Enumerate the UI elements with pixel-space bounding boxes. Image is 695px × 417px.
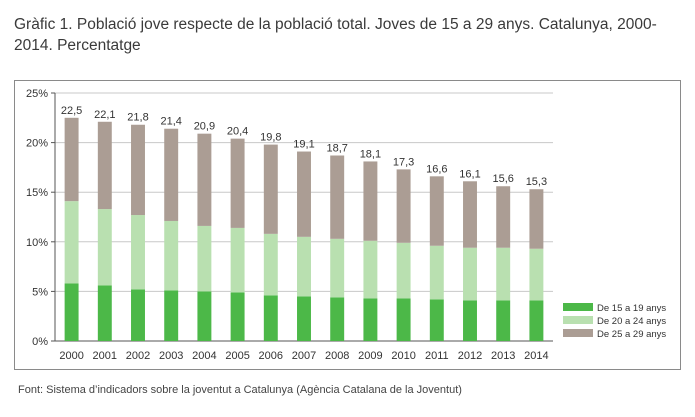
bar-total-label: 22,1 bbox=[94, 109, 115, 121]
x-tick-label: 2012 bbox=[458, 350, 482, 362]
bar-total-label: 17,3 bbox=[393, 156, 414, 168]
bar-total-label: 19,1 bbox=[293, 139, 314, 151]
bar-total-label: 16,6 bbox=[426, 163, 447, 175]
bar-segment-de-20-a-24-anys bbox=[64, 201, 79, 284]
bar-segment-de-20-a-24-anys bbox=[496, 247, 511, 301]
x-tick-label: 2011 bbox=[425, 350, 449, 362]
bar-segment-de-25-a-29-anys bbox=[396, 169, 411, 243]
chart-frame: 0% 5% 10% 15% 20% 25% 22,5 2000 22,1 2001 21,8 2002… bbox=[14, 80, 681, 370]
bar-segment-de-25-a-29-anys bbox=[164, 128, 179, 221]
bar-total-label: 18,1 bbox=[360, 148, 381, 160]
stacked-bar-chart: 0% 5% 10% 15% 20% 25% 22,5 2000 22,1 2001 21,8 2002… bbox=[26, 88, 666, 362]
legend-label: De 15 a 19 anys bbox=[597, 303, 666, 314]
bar-total-label: 20,4 bbox=[227, 126, 248, 138]
x-tick-label: 2010 bbox=[391, 350, 415, 362]
bar-segment-de-15-a-19-anys bbox=[529, 300, 544, 341]
bar-segment-de-15-a-19-anys bbox=[429, 299, 444, 341]
bar-total-label: 21,8 bbox=[127, 112, 148, 124]
bar-segment-de-15-a-19-anys bbox=[263, 295, 278, 341]
x-tick-label: 2003 bbox=[159, 350, 183, 362]
bar-segment-de-25-a-29-anys bbox=[529, 189, 544, 249]
bar-segment-de-20-a-24-anys bbox=[396, 242, 411, 299]
x-tick-label: 2008 bbox=[325, 350, 349, 362]
x-tick-label: 2013 bbox=[491, 350, 515, 362]
bar-segment-de-25-a-29-anys bbox=[363, 161, 378, 241]
bar-segment-de-20-a-24-anys bbox=[297, 236, 311, 297]
bar-segment-de-15-a-19-anys bbox=[496, 300, 511, 341]
y-tick-label: 20% bbox=[26, 138, 48, 150]
bar-segment-de-25-a-29-anys bbox=[263, 144, 278, 234]
bar-segment-de-15-a-19-anys bbox=[463, 300, 477, 341]
bar-total-label: 20,9 bbox=[194, 121, 215, 133]
legend-label: De 25 a 29 anys bbox=[597, 329, 666, 340]
bar-segment-de-25-a-29-anys bbox=[131, 124, 145, 216]
bar-segment-de-25-a-29-anys bbox=[429, 176, 444, 246]
bar-segment-de-20-a-24-anys bbox=[197, 225, 212, 292]
x-tick-label: 2004 bbox=[192, 350, 216, 362]
bar-segment-de-15-a-19-anys bbox=[164, 290, 179, 341]
x-tick-label: 2000 bbox=[59, 350, 83, 362]
bar-total-label: 21,4 bbox=[160, 116, 181, 128]
bar-segment-de-15-a-19-anys bbox=[97, 285, 112, 341]
y-tick-label: 0% bbox=[32, 336, 48, 348]
bar-segment-de-15-a-19-anys bbox=[131, 289, 145, 341]
bar-segment-de-20-a-24-anys bbox=[363, 240, 378, 299]
bar-total-label: 22,5 bbox=[61, 105, 82, 117]
bar-segment-de-25-a-29-anys bbox=[64, 117, 79, 202]
x-tick-label: 2005 bbox=[225, 350, 249, 362]
bar-segment-de-15-a-19-anys bbox=[396, 298, 411, 341]
bar-total-label: 15,3 bbox=[526, 176, 547, 188]
x-tick-label: 2006 bbox=[259, 350, 283, 362]
bar-segment-de-20-a-24-anys bbox=[330, 238, 345, 298]
bar-segment-de-20-a-24-anys bbox=[164, 220, 179, 291]
bar-segment-de-15-a-19-anys bbox=[363, 298, 378, 341]
y-tick-label: 5% bbox=[32, 286, 48, 298]
legend-swatch bbox=[563, 316, 593, 324]
bar-segment-de-25-a-29-anys bbox=[97, 121, 112, 210]
chart-title: Gràfic 1. Població jove respecte de la p… bbox=[14, 16, 657, 54]
legend-swatch bbox=[563, 329, 593, 337]
bar-segment-de-25-a-29-anys bbox=[496, 186, 511, 248]
y-tick-label: 15% bbox=[26, 187, 48, 199]
bar-segment-de-20-a-24-anys bbox=[463, 247, 477, 301]
bar-segment-de-25-a-29-anys bbox=[330, 155, 345, 239]
bar-segment-de-25-a-29-anys bbox=[197, 133, 212, 226]
x-tick-label: 2002 bbox=[126, 350, 150, 362]
x-tick-label: 2007 bbox=[292, 350, 316, 362]
bar-segment-de-20-a-24-anys bbox=[131, 215, 145, 290]
bar-segment-de-15-a-19-anys bbox=[297, 296, 311, 341]
x-tick-label: 2009 bbox=[358, 350, 382, 362]
x-tick-label: 2014 bbox=[524, 350, 548, 362]
bar-segment-de-25-a-29-anys bbox=[463, 181, 477, 248]
y-tick-label: 25% bbox=[26, 88, 48, 100]
bar-total-label: 15,6 bbox=[492, 173, 513, 185]
legend-label: De 20 a 24 anys bbox=[597, 316, 666, 327]
bar-segment-de-25-a-29-anys bbox=[230, 138, 245, 228]
source-note: Font: Sistema d’indicadors sobre la jove… bbox=[18, 384, 462, 396]
y-tick-label: 10% bbox=[26, 237, 48, 249]
bar-total-label: 18,7 bbox=[326, 142, 347, 154]
bar-segment-de-15-a-19-anys bbox=[64, 283, 79, 341]
bar-total-label: 16,1 bbox=[459, 168, 480, 180]
bar-segment-de-20-a-24-anys bbox=[230, 227, 245, 293]
bar-total-label: 19,8 bbox=[260, 132, 281, 144]
bar-segment-de-15-a-19-anys bbox=[197, 291, 212, 341]
x-tick-label: 2001 bbox=[93, 350, 117, 362]
bar-segment-de-20-a-24-anys bbox=[263, 233, 278, 296]
bar-segment-de-20-a-24-anys bbox=[529, 248, 544, 301]
bar-segment-de-20-a-24-anys bbox=[429, 245, 444, 300]
bar-segment-de-15-a-19-anys bbox=[230, 292, 245, 341]
bar-segment-de-15-a-19-anys bbox=[330, 297, 345, 341]
legend-swatch bbox=[563, 303, 593, 311]
bar-segment-de-20-a-24-anys bbox=[97, 209, 112, 286]
bar-segment-de-25-a-29-anys bbox=[297, 151, 311, 237]
